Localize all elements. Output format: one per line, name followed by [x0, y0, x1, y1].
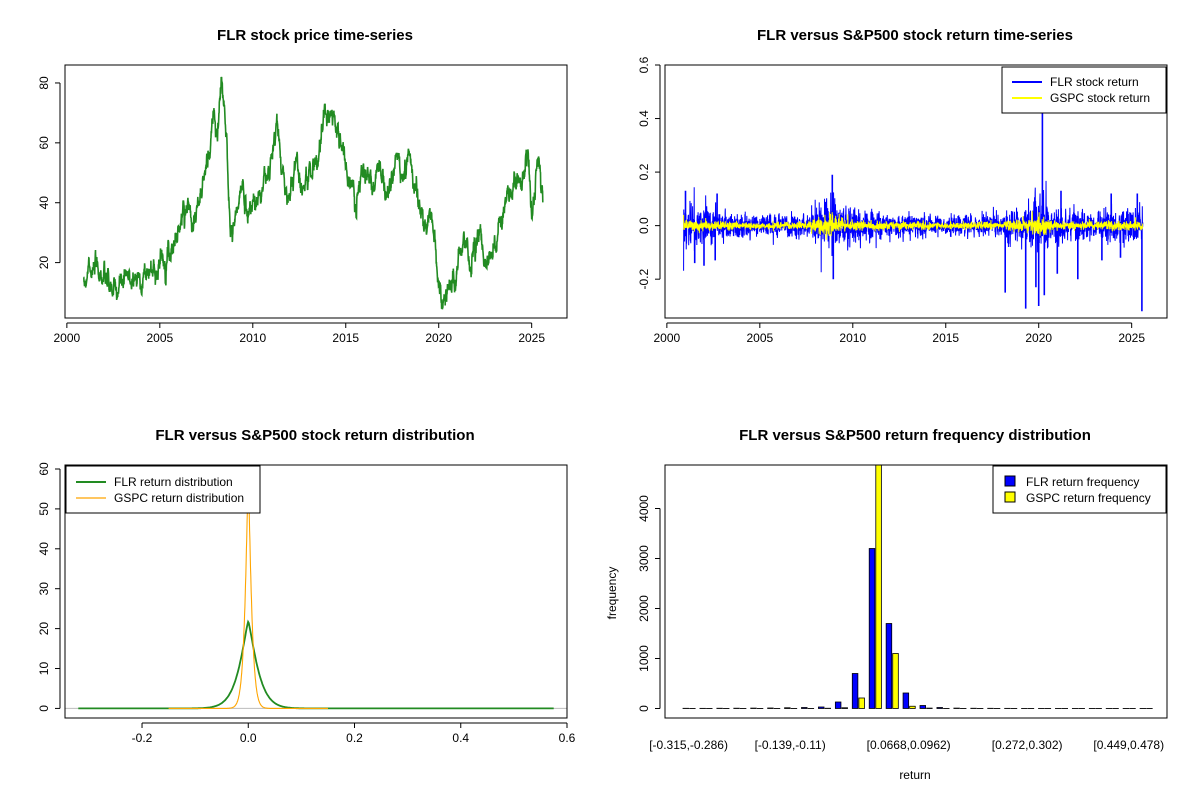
returns-y-tick-label: 0.4: [637, 110, 651, 127]
flr-return-spikes: [684, 110, 1143, 312]
flr-frequency-bar: [784, 707, 791, 709]
flr-frequency-bar: [767, 707, 774, 709]
frequency-x-tick-label: [-0.139,-0.11): [755, 738, 826, 752]
flr-frequency-bar: [801, 707, 808, 709]
price-panel: FLR stock price time-series 2000 2005 2010…: [37, 27, 568, 345]
gspc-frequency-bar: [858, 697, 865, 709]
price-title: FLR stock price time-series: [217, 27, 413, 44]
gspc-return-series-line: [683, 211, 1144, 240]
flr-frequency-bar: [818, 706, 825, 709]
gspc-frequency-bar: [909, 705, 916, 709]
price-plot-frame: [64, 64, 568, 319]
gspc-frequency-bar: [892, 653, 899, 709]
returns-y-tick-label: 0.6: [637, 56, 651, 73]
density-legend-label-flr: FLR return distribution: [114, 475, 233, 489]
flr-frequency-bar: [936, 707, 943, 709]
frequency-xlabel: return: [899, 768, 930, 782]
price-x-tick-label: 2025: [518, 331, 545, 345]
flr-return-series-line: [683, 180, 1144, 273]
price-x-tick-label: 2005: [146, 331, 173, 345]
flr-frequency-bar: [919, 705, 926, 709]
flr-frequency-bar: [902, 692, 910, 709]
price-y-tick-label: 20: [37, 256, 51, 270]
returns-legend: FLR stock return GSPC stock return: [1001, 66, 1167, 114]
returns-x-tick-label: 2000: [654, 331, 681, 345]
returns-x-tick-label: 2015: [932, 331, 959, 345]
density-x-tick-label: 0.0: [240, 731, 257, 745]
frequency-x-tick-label: [0.449,0.478): [1093, 738, 1164, 752]
price-x-tick-label: 2010: [239, 331, 266, 345]
density-y-tick-label: 20: [37, 622, 51, 636]
flr-frequency-bar: [868, 548, 876, 709]
flr-price-series-line: [83, 76, 544, 310]
frequency-legend-label-flr: FLR return frequency: [1026, 475, 1139, 489]
frequency-y-tick-label: 1000: [637, 645, 651, 672]
returns-x-tick-label: 2005: [746, 331, 773, 345]
density-x-tick-label: 0.2: [346, 731, 363, 745]
returns-title: FLR versus S&P500 stock return time-seri…: [757, 27, 1073, 44]
frequency-title: FLR versus S&P500 return frequency distr…: [739, 427, 1091, 444]
frequency-y-tick-label: 3000: [637, 545, 651, 572]
returns-y-tick-label: 0.0: [637, 217, 651, 234]
gspc-frequency-bar: [841, 707, 848, 709]
density-x-tick-label: 0.4: [452, 731, 469, 745]
frequency-legend-swatch-gspc: [1004, 491, 1016, 503]
price-x-tick-label: 2000: [54, 331, 81, 345]
density-y-tick-label: 60: [37, 462, 51, 476]
price-x-tick-label: 2015: [332, 331, 359, 345]
density-legend-label-gspc: GSPC return distribution: [114, 491, 244, 505]
frequency-legend-box: [992, 465, 1167, 514]
returns-legend-box: [1001, 66, 1167, 114]
frequency-x-tick-label: [0.0668,0.0962): [867, 738, 951, 752]
frequency-x-tick-label: [0.272,0.302): [992, 738, 1063, 752]
price-y-tick-label: 60: [37, 136, 51, 150]
density-y-tick-label: 40: [37, 542, 51, 556]
flr-frequency-bar: [834, 701, 842, 709]
density-y-tick-label: 30: [37, 582, 51, 596]
returns-y-tick-label: -0.2: [637, 269, 651, 290]
density-legend: FLR return distribution GSPC return dist…: [65, 465, 261, 514]
returns-x-tick-label: 2020: [1025, 331, 1052, 345]
flr-density-curve: [78, 619, 554, 710]
density-x-tick-label: 0.6: [559, 731, 576, 745]
density-title: FLR versus S&P500 stock return distribut…: [155, 427, 474, 444]
returns-x-tick-label: 2025: [1118, 331, 1145, 345]
density-y-tick-label: 50: [37, 502, 51, 516]
returns-y-tick-label: 0.2: [637, 163, 651, 180]
returns-plot-frame: [664, 64, 1168, 319]
flr-frequency-bar: [885, 623, 893, 709]
density-x-tick-label: -0.2: [132, 731, 153, 745]
density-plot-frame: [64, 464, 568, 719]
price-x-tick-label: 2020: [425, 331, 452, 345]
frequency-panel: FLR versus S&P500 return frequency distr…: [605, 427, 1168, 782]
frequency-legend: FLR return frequency GSPC return frequen…: [992, 465, 1167, 514]
gspc-frequency-bar: [875, 464, 882, 709]
price-y-tick-label: 40: [37, 196, 51, 210]
frequency-y-tick-label: 2000: [637, 595, 651, 622]
density-y-tick-label: 0: [37, 705, 51, 712]
density-legend-box: [65, 465, 261, 514]
returns-legend-label-flr: FLR stock return: [1050, 75, 1139, 89]
returns-panel: FLR versus S&P500 stock return time-seri…: [637, 27, 1168, 345]
returns-x-tick-label: 2010: [839, 331, 866, 345]
frequency-ylabel: frequency: [605, 567, 619, 620]
frequency-y-tick-label: 0: [637, 705, 651, 712]
frequency-plot-frame: [664, 464, 1168, 719]
price-y-tick-label: 80: [37, 76, 51, 90]
density-y-tick-label: 10: [37, 662, 51, 676]
frequency-legend-label-gspc: GSPC return frequency: [1026, 491, 1151, 505]
flr-frequency-bar: [851, 673, 859, 709]
density-panel: FLR versus S&P500 stock return distribut…: [37, 427, 576, 745]
frequency-x-tick-label: [-0.315,-0.286): [649, 738, 728, 752]
returns-legend-label-gspc: GSPC stock return: [1050, 91, 1150, 105]
frequency-legend-swatch-flr: [1004, 475, 1016, 487]
frequency-y-tick-label: 4000: [637, 495, 651, 522]
